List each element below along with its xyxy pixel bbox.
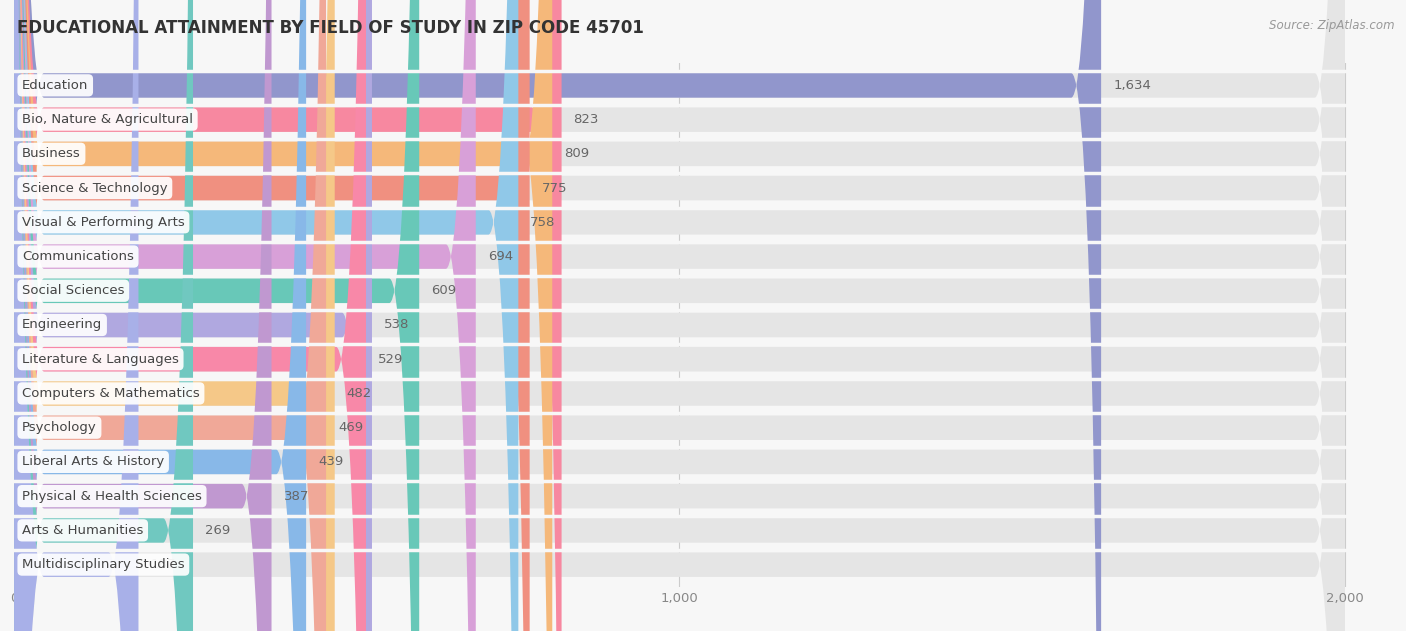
Text: Computers & Mathematics: Computers & Mathematics (22, 387, 200, 400)
Text: Physical & Health Sciences: Physical & Health Sciences (22, 490, 202, 503)
Text: 694: 694 (488, 250, 513, 263)
Text: 529: 529 (378, 353, 404, 366)
FancyBboxPatch shape (14, 0, 1344, 631)
Text: Business: Business (22, 147, 80, 160)
Text: Multidisciplinary Studies: Multidisciplinary Studies (22, 558, 184, 571)
Text: 387: 387 (284, 490, 309, 503)
Text: EDUCATIONAL ATTAINMENT BY FIELD OF STUDY IN ZIP CODE 45701: EDUCATIONAL ATTAINMENT BY FIELD OF STUDY… (17, 19, 644, 37)
Text: 439: 439 (318, 456, 343, 468)
FancyBboxPatch shape (14, 0, 193, 631)
FancyBboxPatch shape (14, 0, 1344, 631)
FancyBboxPatch shape (14, 0, 373, 631)
Text: Bio, Nature & Agricultural: Bio, Nature & Agricultural (22, 113, 193, 126)
Text: Source: ZipAtlas.com: Source: ZipAtlas.com (1270, 19, 1395, 32)
Text: 609: 609 (432, 284, 457, 297)
FancyBboxPatch shape (14, 0, 1344, 631)
Text: 538: 538 (384, 319, 409, 331)
Text: Education: Education (22, 79, 89, 92)
Text: 482: 482 (347, 387, 373, 400)
Text: Psychology: Psychology (22, 421, 97, 434)
FancyBboxPatch shape (14, 0, 1344, 631)
FancyBboxPatch shape (14, 0, 1344, 631)
Text: Literature & Languages: Literature & Languages (22, 353, 179, 366)
FancyBboxPatch shape (14, 0, 1344, 631)
FancyBboxPatch shape (14, 0, 138, 631)
FancyBboxPatch shape (14, 0, 475, 631)
Text: 823: 823 (574, 113, 599, 126)
FancyBboxPatch shape (14, 0, 326, 631)
FancyBboxPatch shape (14, 0, 366, 631)
Text: 809: 809 (564, 147, 589, 160)
Text: 187: 187 (150, 558, 176, 571)
FancyBboxPatch shape (14, 0, 1344, 631)
FancyBboxPatch shape (14, 0, 1344, 631)
FancyBboxPatch shape (14, 0, 1344, 631)
FancyBboxPatch shape (14, 0, 519, 631)
FancyBboxPatch shape (14, 0, 530, 631)
FancyBboxPatch shape (14, 0, 1344, 631)
FancyBboxPatch shape (14, 0, 1344, 631)
FancyBboxPatch shape (14, 0, 553, 631)
FancyBboxPatch shape (14, 0, 1344, 631)
FancyBboxPatch shape (14, 0, 307, 631)
FancyBboxPatch shape (14, 0, 1101, 631)
FancyBboxPatch shape (14, 0, 335, 631)
FancyBboxPatch shape (14, 0, 1344, 631)
Text: 469: 469 (337, 421, 363, 434)
Text: Engineering: Engineering (22, 319, 103, 331)
Text: Social Sciences: Social Sciences (22, 284, 125, 297)
Text: Liberal Arts & History: Liberal Arts & History (22, 456, 165, 468)
Text: 269: 269 (205, 524, 231, 537)
FancyBboxPatch shape (14, 0, 271, 631)
FancyBboxPatch shape (14, 0, 1344, 631)
Text: 758: 758 (530, 216, 555, 229)
Text: Arts & Humanities: Arts & Humanities (22, 524, 143, 537)
FancyBboxPatch shape (14, 0, 1344, 631)
Text: Science & Technology: Science & Technology (22, 182, 167, 194)
FancyBboxPatch shape (14, 0, 561, 631)
Text: Communications: Communications (22, 250, 134, 263)
Text: Visual & Performing Arts: Visual & Performing Arts (22, 216, 184, 229)
FancyBboxPatch shape (14, 0, 419, 631)
Text: 1,634: 1,634 (1114, 79, 1152, 92)
Text: 775: 775 (541, 182, 567, 194)
